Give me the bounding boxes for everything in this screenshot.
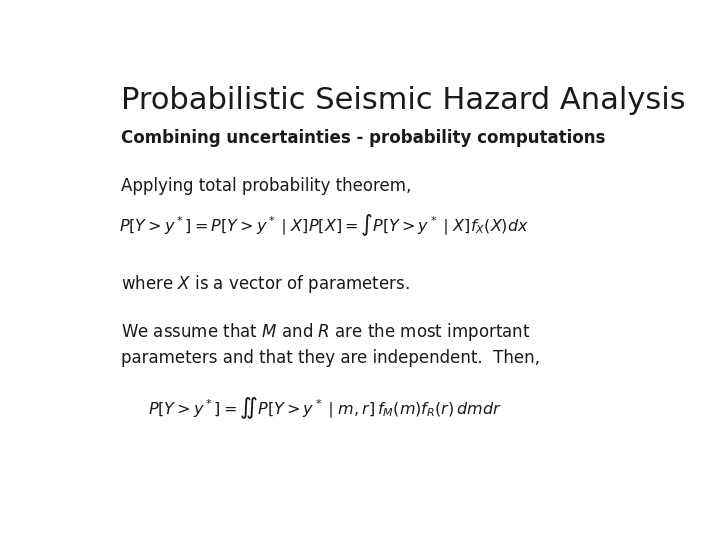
Text: $P[Y > y^*] = \iint P[Y > y^* \mid m,r]\,f_M(m)f_R(r)\,dmdr$: $P[Y > y^*] = \iint P[Y > y^* \mid m,r]\… bbox=[148, 395, 501, 421]
Text: Applying total probability theorem,: Applying total probability theorem, bbox=[121, 177, 411, 195]
Text: $P[Y > y^*] = P[Y > y^* \mid X]P[X] = \int P[Y > y^* \mid X]f_X(X)dx$: $P[Y > y^*] = P[Y > y^* \mid X]P[X] = \i… bbox=[120, 212, 529, 238]
Text: where $\boldsymbol{\mathit{X}}$ is a vector of parameters.: where $\boldsymbol{\mathit{X}}$ is a vec… bbox=[121, 273, 410, 295]
Text: Probabilistic Seismic Hazard Analysis: Probabilistic Seismic Hazard Analysis bbox=[121, 85, 685, 114]
Text: parameters and that they are independent.  Then,: parameters and that they are independent… bbox=[121, 349, 540, 367]
Text: Combining uncertainties - probability computations: Combining uncertainties - probability co… bbox=[121, 129, 605, 147]
Text: We assume that $\mathit{M}$ and $\mathit{R}$ are the most important: We assume that $\mathit{M}$ and $\mathit… bbox=[121, 321, 530, 342]
